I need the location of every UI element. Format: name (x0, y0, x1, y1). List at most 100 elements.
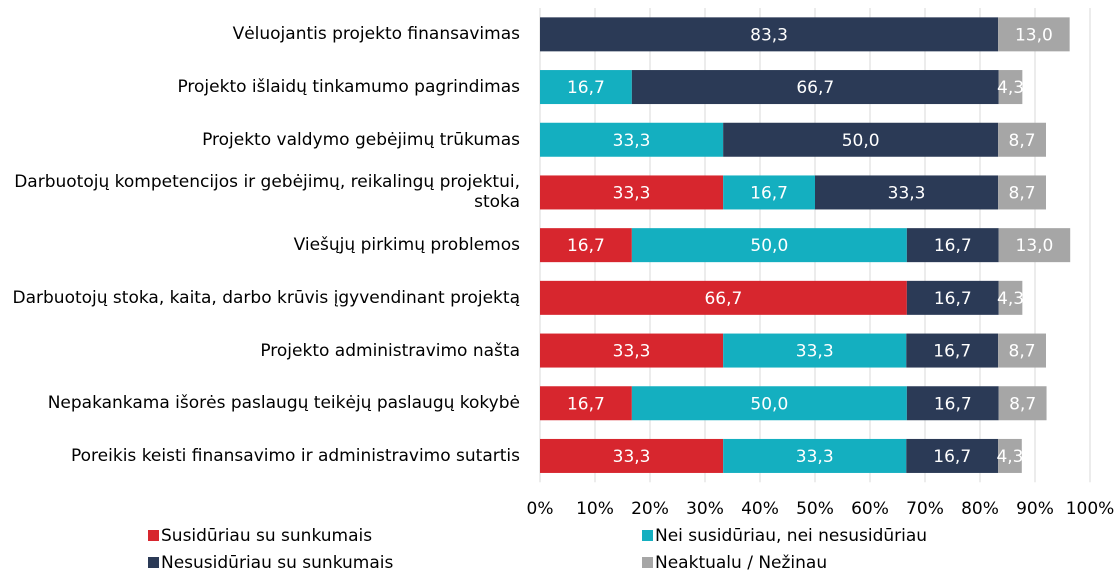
legend-label: Nesusidūriau su sunkumais (161, 553, 393, 571)
value-label: 13,0 (1015, 25, 1053, 45)
value-label: 50,0 (842, 131, 880, 151)
legend-swatch (642, 557, 653, 568)
value-label: 33,3 (613, 183, 651, 203)
value-label: 16,7 (567, 236, 605, 256)
category-text: Vėluojantis projekto finansavimas (232, 24, 520, 45)
bar-segment (540, 228, 632, 263)
x-tick-label: 100% (1066, 499, 1115, 519)
bar-segment (723, 438, 907, 473)
bar-segment (998, 280, 1023, 315)
value-label: 33,3 (796, 447, 834, 467)
bar-segment (906, 386, 999, 421)
value-label: 33,3 (613, 447, 651, 467)
bar-segment (723, 122, 999, 157)
legend-label: Nei susidūriau, nei nesusidūriau (655, 526, 927, 546)
value-label: 16,7 (933, 447, 971, 467)
value-label: 8,7 (1009, 342, 1036, 362)
bar-segment (815, 175, 999, 210)
bar-segment (906, 438, 999, 473)
x-tick-label: 20% (631, 499, 669, 519)
value-label: 50,0 (750, 236, 788, 256)
value-label: 16,7 (934, 289, 972, 309)
bar-segment (906, 280, 999, 315)
category-text: Projekto valdymo gebėjimų trūkumas (202, 129, 520, 150)
value-label: 8,7 (1009, 131, 1036, 151)
value-label: 50,0 (750, 394, 788, 414)
value-label: 66,7 (796, 78, 834, 98)
bar-segment (998, 438, 1022, 473)
value-label: 8,7 (1009, 183, 1036, 203)
category-text: Projekto išlaidų tinkamumo pagrindimas (177, 77, 520, 98)
category-text: Nepakankama išorės paslaugų teikėjų pasl… (47, 393, 520, 414)
category-label: Vėluojantis projekto finansavimas (0, 8, 520, 60)
bar-segment (540, 386, 632, 421)
bar-segment (998, 228, 1071, 263)
value-label: 13,0 (1016, 236, 1054, 256)
bar-segment (906, 228, 999, 263)
bar-segment (631, 228, 907, 263)
value-label: 16,7 (933, 342, 971, 362)
category-text: Projekto administravimo našta (260, 340, 520, 361)
x-tick-label: 80% (961, 499, 999, 519)
x-tick-label: 90% (1016, 499, 1054, 519)
category-label: Projekto išlaidų tinkamumo pagrindimas (0, 61, 520, 113)
value-label: 4,3 (997, 78, 1024, 98)
bar-segment (631, 70, 999, 105)
x-tick-label: 60% (851, 499, 889, 519)
bar-segment (540, 17, 999, 52)
legend-swatch (148, 530, 159, 541)
value-label: 16,7 (934, 394, 972, 414)
value-label: 4,3 (997, 289, 1024, 309)
value-label: 83,3 (750, 25, 788, 45)
bar-segment (631, 386, 907, 421)
category-label: Projekto administravimo našta (0, 325, 520, 377)
legend-swatch (642, 530, 653, 541)
value-label: 16,7 (567, 78, 605, 98)
category-text: Darbuotojų kompetencijos ir gebėjimų, re… (14, 172, 520, 213)
bar-segment (723, 175, 815, 210)
category-label: Nepakankama išorės paslaugų teikėjų pasl… (0, 377, 520, 429)
category-label: Darbuotojų kompetencijos ir gebėjimų, re… (0, 166, 520, 218)
x-tick-label: 40% (741, 499, 779, 519)
bar-segment (998, 333, 1046, 368)
value-label: 16,7 (567, 394, 605, 414)
category-text: Poreikis keisti finansavimo ir administr… (71, 445, 520, 466)
bar-segment (723, 333, 907, 368)
value-label: 16,7 (934, 236, 972, 256)
x-tick-label: 0% (527, 499, 554, 519)
category-label: Viešųjų pirkimų problemos (0, 219, 520, 271)
x-tick-label: 70% (906, 499, 944, 519)
bar-segment (906, 333, 999, 368)
bar-segment (540, 70, 632, 105)
value-label: 33,3 (613, 131, 651, 151)
bar-segment (540, 175, 724, 210)
value-label: 16,7 (750, 183, 788, 203)
legend-label: Susidūriau su sunkumais (161, 526, 372, 546)
x-tick-label: 30% (686, 499, 724, 519)
category-label: Darbuotojų stoka, kaita, darbo krūvis įg… (0, 272, 521, 324)
category-label: Poreikis keisti finansavimo ir administr… (0, 430, 520, 482)
category-text: Viešųjų pirkimų problemos (293, 235, 520, 256)
bar-segment (998, 17, 1070, 52)
bar-segment (540, 122, 724, 157)
bar-segment (998, 386, 1047, 421)
bar-segment (998, 122, 1046, 157)
bar-segment (540, 438, 724, 473)
x-tick-label: 10% (576, 499, 614, 519)
bar-segment (998, 70, 1023, 105)
bar-segment (998, 175, 1046, 210)
value-label: 33,3 (796, 342, 834, 362)
bar-segment (540, 333, 724, 368)
value-label: 66,7 (704, 289, 742, 309)
x-tick-label: 50% (796, 499, 834, 519)
legend-label: Neaktualu / Nežinau (655, 553, 827, 571)
value-label: 33,3 (613, 342, 651, 362)
category-label: Projekto valdymo gebėjimų trūkumas (0, 114, 520, 166)
value-label: 4,3 (996, 447, 1023, 467)
legend-swatch (148, 557, 159, 568)
value-label: 33,3 (888, 183, 926, 203)
bar-segment (540, 280, 907, 315)
value-label: 8,7 (1009, 394, 1036, 414)
